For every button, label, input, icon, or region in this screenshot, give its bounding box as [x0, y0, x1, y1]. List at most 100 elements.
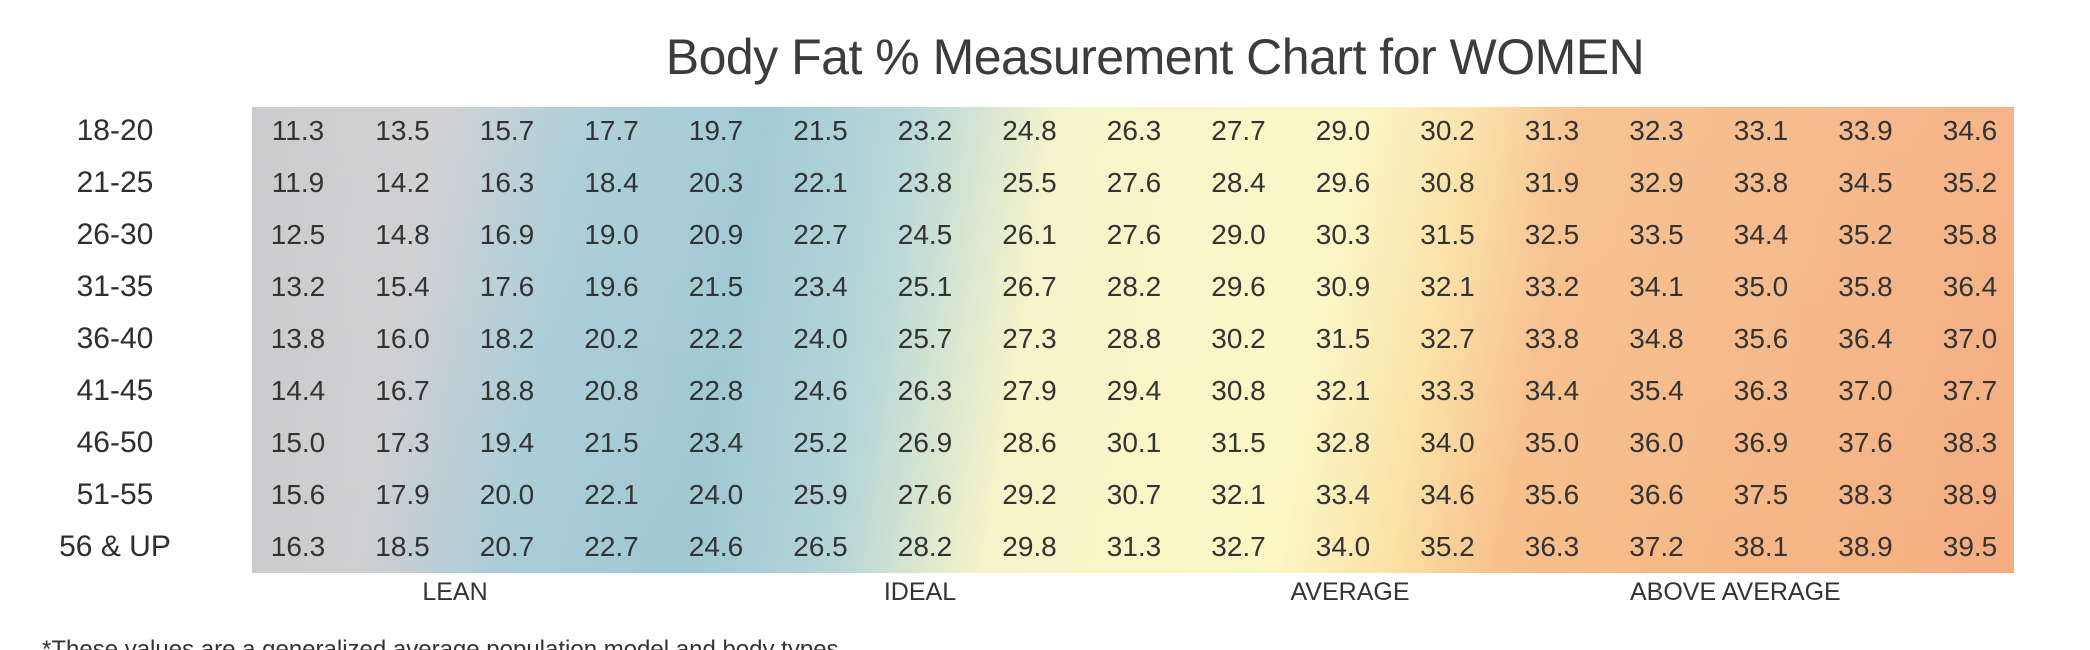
table-cell: 20.2 — [584, 323, 639, 354]
table-cell: 32.9 — [1629, 167, 1684, 198]
table-cell: 34.5 — [1838, 167, 1893, 198]
table-cell: 34.0 — [1315, 531, 1371, 562]
band-label-average: AVERAGE — [1290, 578, 1410, 606]
table-cell: 33.4 — [1315, 479, 1371, 510]
table-cell: 29.0 — [1315, 115, 1371, 146]
table-cell: 19.4 — [479, 427, 535, 458]
table-cell: 36.9 — [1733, 427, 1789, 458]
table-cell: 38.3 — [1942, 427, 1998, 458]
table-cell: 25.2 — [793, 427, 848, 458]
table-cell: 22.1 — [793, 167, 848, 198]
table-cell: 28.2 — [897, 531, 953, 562]
table-cell: 14.4 — [270, 375, 326, 406]
row-label: 36-40 — [76, 322, 154, 355]
table-cell: 36.6 — [1629, 479, 1684, 510]
table-cell: 16.9 — [479, 219, 535, 250]
table-cell: 18.8 — [479, 375, 535, 406]
table-cell: 27.3 — [1002, 323, 1057, 354]
row-label: 18-20 — [76, 114, 154, 147]
table-cell: 20.3 — [688, 167, 744, 198]
footnote: *These values are a generalized average … — [42, 636, 839, 650]
table-cell: 32.7 — [1211, 531, 1266, 562]
table-cell: 38.9 — [1838, 531, 1893, 562]
table-cell: 22.1 — [584, 479, 639, 510]
table-cell: 35.0 — [1524, 427, 1580, 458]
table-cell: 36.4 — [1942, 271, 1998, 302]
table-cell: 28.4 — [1211, 167, 1266, 198]
table-cell: 33.8 — [1733, 167, 1789, 198]
row-label: 21-25 — [76, 166, 154, 199]
table-cell: 36.3 — [1733, 375, 1789, 406]
table-cell: 22.7 — [584, 531, 639, 562]
table-cell: 31.5 — [1211, 427, 1266, 458]
table-cell: 11.9 — [271, 167, 325, 198]
band-label-above-average: ABOVE AVERAGE — [1630, 578, 1841, 606]
table-cell: 29.2 — [1002, 479, 1057, 510]
table-cell: 11.3 — [271, 115, 325, 146]
table-cell: 15.4 — [375, 271, 430, 302]
table-cell: 37.0 — [1942, 323, 1998, 354]
heatmap-background — [252, 107, 2014, 573]
table-cell: 23.2 — [897, 115, 953, 146]
table-cell: 37.5 — [1733, 479, 1789, 510]
table-cell: 29.4 — [1106, 375, 1162, 406]
table-cell: 32.7 — [1420, 323, 1475, 354]
row-label: 46-50 — [76, 426, 154, 459]
table-cell: 38.3 — [1838, 479, 1893, 510]
table-cell: 24.5 — [897, 219, 953, 250]
table-cell: 25.5 — [1002, 167, 1057, 198]
table-cell: 16.7 — [375, 375, 430, 406]
table-cell: 27.6 — [1106, 167, 1162, 198]
table-cell: 32.1 — [1315, 375, 1371, 406]
table-cell: 16.0 — [375, 323, 430, 354]
table-cell: 13.2 — [270, 271, 326, 302]
table-cell: 17.7 — [584, 115, 639, 146]
table-cell: 32.1 — [1420, 271, 1475, 302]
table-cell: 32.1 — [1211, 479, 1266, 510]
band-label-ideal: IDEAL — [883, 578, 957, 606]
table-cell: 34.6 — [1942, 115, 1998, 146]
table-cell: 30.2 — [1211, 323, 1266, 354]
table-cell: 20.0 — [479, 479, 535, 510]
table-cell: 30.8 — [1420, 167, 1475, 198]
table-cell: 27.6 — [897, 479, 953, 510]
table-cell: 34.4 — [1524, 375, 1580, 406]
row-label: 26-30 — [76, 218, 154, 251]
table-cell: 34.4 — [1733, 219, 1789, 250]
table-cell: 19.6 — [584, 271, 639, 302]
table-cell: 27.9 — [1002, 375, 1057, 406]
table-cell: 36.0 — [1629, 427, 1684, 458]
table-cell: 29.0 — [1211, 219, 1266, 250]
table-cell: 33.3 — [1420, 375, 1475, 406]
table-cell: 26.1 — [1002, 219, 1057, 250]
table-cell: 35.6 — [1524, 479, 1580, 510]
table-cell: 27.7 — [1211, 115, 1266, 146]
table-cell: 31.5 — [1420, 219, 1475, 250]
table-cell: 34.6 — [1420, 479, 1475, 510]
table-cell: 30.1 — [1106, 427, 1162, 458]
table-cell: 22.8 — [688, 375, 744, 406]
table-cell: 18.5 — [375, 531, 430, 562]
table-cell: 21.5 — [584, 427, 639, 458]
table-cell: 34.0 — [1420, 427, 1475, 458]
table-cell: 26.7 — [1002, 271, 1057, 302]
table-cell: 33.1 — [1733, 115, 1789, 146]
table-cell: 27.6 — [1106, 219, 1162, 250]
table-cell: 22.2 — [688, 323, 744, 354]
table-cell: 33.2 — [1524, 271, 1580, 302]
table-cell: 25.9 — [793, 479, 848, 510]
table-cell: 26.5 — [793, 531, 848, 562]
table-cell: 31.9 — [1524, 167, 1580, 198]
table-cell: 15.6 — [270, 479, 326, 510]
table-cell: 32.5 — [1524, 219, 1580, 250]
table-cell: 28.6 — [1002, 427, 1057, 458]
table-cell: 30.8 — [1211, 375, 1266, 406]
table-cell: 18.2 — [479, 323, 535, 354]
table-cell: 21.5 — [793, 115, 848, 146]
table-cell: 25.1 — [897, 271, 953, 302]
table-cell: 19.0 — [584, 219, 639, 250]
table-cell: 24.6 — [793, 375, 848, 406]
table-cell: 31.3 — [1106, 531, 1162, 562]
table-cell: 35.0 — [1733, 271, 1789, 302]
table-cell: 15.7 — [479, 115, 535, 146]
